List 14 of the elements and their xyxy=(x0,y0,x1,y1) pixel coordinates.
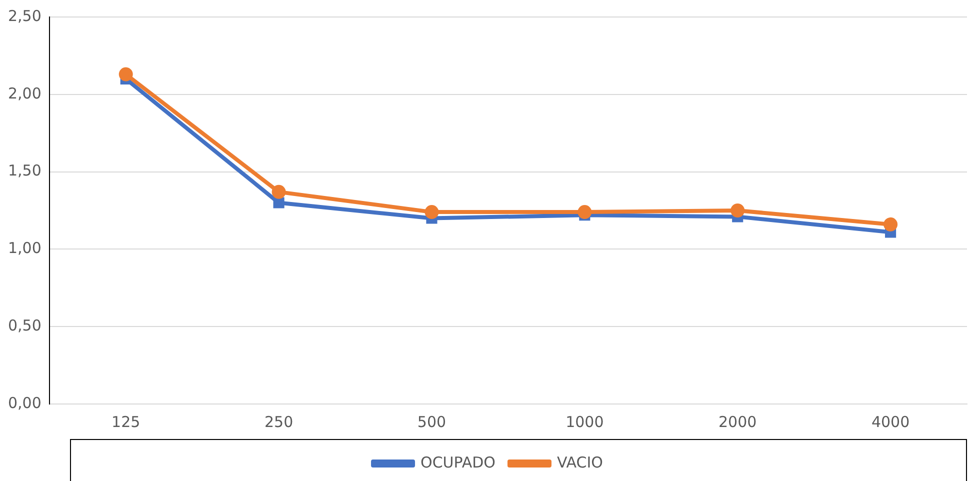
legend-label: VACIO xyxy=(556,453,603,472)
y-tick-label: 2,00 xyxy=(8,84,42,102)
y-tick-label: 0,00 xyxy=(8,394,42,412)
y-tick-label: 1,00 xyxy=(8,239,42,258)
legend-label: OCUPADO xyxy=(420,453,496,472)
x-tick-label: 2000 xyxy=(718,412,757,431)
x-tick-label: 4000 xyxy=(871,412,910,431)
x-tick-label: 500 xyxy=(417,412,446,431)
y-tick-label: 2,50 xyxy=(8,6,42,25)
y-tick-label: 0,50 xyxy=(8,316,42,334)
x-tick-label: 1000 xyxy=(566,412,604,431)
x-tick-label: 125 xyxy=(112,412,140,431)
x-tick-label: 250 xyxy=(264,412,294,431)
y-tick-label: 1,50 xyxy=(8,162,42,180)
